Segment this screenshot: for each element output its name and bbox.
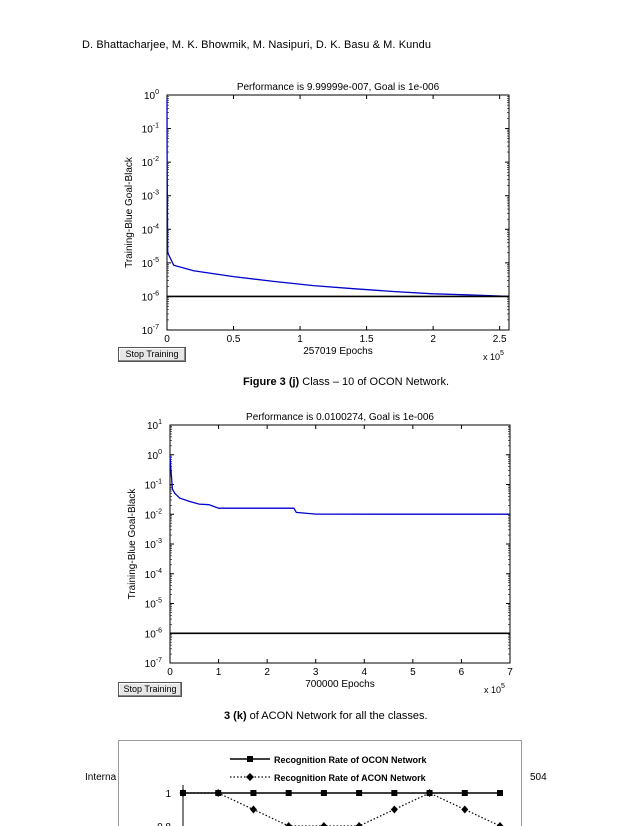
acon-point (426, 789, 434, 797)
x-tick-label: 7 (507, 667, 513, 678)
acon-point (390, 805, 398, 814)
y-tick-label: 10-6 (142, 290, 159, 303)
acon-point (355, 822, 363, 826)
ocon-point (461, 790, 468, 796)
y-tick-label: 10-6 (145, 627, 162, 640)
x-tick-label: 2.5 (493, 334, 507, 345)
plot-title: Performance is 0.0100274, Goal is 1e-006 (246, 412, 434, 423)
x-axis-label: 700000 Epochs (305, 679, 375, 690)
x-tick-label: 1 (216, 667, 222, 678)
training-curve (169, 456, 510, 515)
y-tick-label: 10-2 (142, 156, 159, 169)
acon-point (249, 805, 257, 814)
x-multiplier: x 105 (483, 350, 504, 362)
x-axis-label: 257019 Epochs (303, 346, 373, 357)
ocon-point (356, 790, 363, 796)
caption-label: Figure 3 (j) (243, 376, 300, 388)
plot-frame (166, 94, 510, 331)
y-tick-label: 0.8 (157, 822, 171, 826)
y-tick-label: 1 (165, 789, 171, 800)
x-tick-label: 1.5 (360, 334, 374, 345)
caption-label: 3 (k) (224, 710, 247, 722)
y-axis-label: Training-Blue Goal-Black (124, 156, 135, 268)
stop-training-button[interactable]: Stop Training (118, 347, 186, 362)
acon-point (496, 822, 504, 826)
legend-label-ocon: Recognition Rate of OCON Network (274, 755, 428, 765)
page-number: 504 (530, 772, 547, 783)
x-tick-label: 2 (430, 334, 436, 345)
y-tick-label: 100 (147, 449, 162, 462)
x-tick-label: 4 (362, 667, 368, 678)
ocon-point (320, 790, 327, 796)
x-tick-label: 0 (164, 334, 170, 345)
ocon-point (250, 790, 257, 796)
y-tick-label: 10-4 (142, 223, 159, 236)
y-tick-label: 10-5 (142, 257, 159, 270)
acon-point (461, 805, 469, 814)
footer-journal: Interna (85, 772, 117, 783)
caption-text: of ACON Network for all the classes. (246, 710, 428, 722)
legend-marker-ocon (247, 756, 253, 762)
y-tick-label: 10-7 (145, 657, 162, 670)
acon-point (179, 789, 187, 797)
ocon-point (497, 790, 503, 796)
y-tick-label: 10-3 (142, 190, 159, 203)
x-tick-label: 3 (313, 667, 319, 678)
ocon-point (285, 790, 292, 796)
recognition-rate-chart: Recognition Rate of OCON Network Recognit… (118, 740, 522, 826)
y-tick-label: 101 (147, 419, 162, 432)
ocon-point (391, 790, 398, 796)
figure-3k-caption: 3 (k) of ACON Network for all the classe… (224, 710, 428, 722)
figure-3j-plot: Performance is 9.99999e-007, Goal is 1e-… (124, 82, 510, 362)
x-tick-label: 2 (264, 667, 270, 678)
acon-series-line (183, 792, 501, 826)
chart-frame (118, 740, 522, 826)
x-tick-label: 0 (167, 667, 173, 678)
y-tick-label: 10-3 (145, 538, 162, 551)
running-header: D. Bhattacharjee, M. K. Bhowmik, M. Nasi… (82, 39, 432, 51)
figure-3k-plot: Performance is 0.0100274, Goal is 1e-006… (127, 412, 513, 695)
figure-3j-caption: Figure 3 (j) Class – 10 of OCON Network. (243, 376, 449, 388)
acon-point (320, 822, 328, 826)
training-curve (166, 98, 510, 298)
x-tick-label: 1 (297, 334, 303, 345)
plot-frame (169, 424, 511, 664)
y-tick-label: 10-7 (142, 324, 159, 337)
y-tick-label: 10-2 (145, 508, 162, 521)
y-tick-label: 100 (144, 89, 159, 102)
legend-label-acon: Recognition Rate of ACON Network (274, 773, 427, 783)
x-multiplier: x 105 (484, 683, 505, 695)
legend-marker-acon (246, 773, 254, 781)
y-tick-label: 10-1 (145, 479, 162, 492)
y-tick-label: 10-1 (142, 123, 159, 136)
acon-point (214, 789, 222, 797)
stop-training-button[interactable]: Stop Training (118, 682, 182, 697)
x-tick-label: 6 (459, 667, 465, 678)
y-tick-label: 10-4 (145, 568, 162, 581)
acon-point (285, 822, 293, 826)
caption-text: Class – 10 of OCON Network. (299, 376, 450, 388)
y-axis-label: Training-Blue Goal-Black (127, 488, 138, 600)
x-tick-label: 5 (410, 667, 416, 678)
plot-title: Performance is 9.99999e-007, Goal is 1e-… (237, 82, 440, 93)
x-tick-label: 0.5 (227, 334, 241, 345)
y-tick-label: 10-5 (145, 598, 162, 611)
